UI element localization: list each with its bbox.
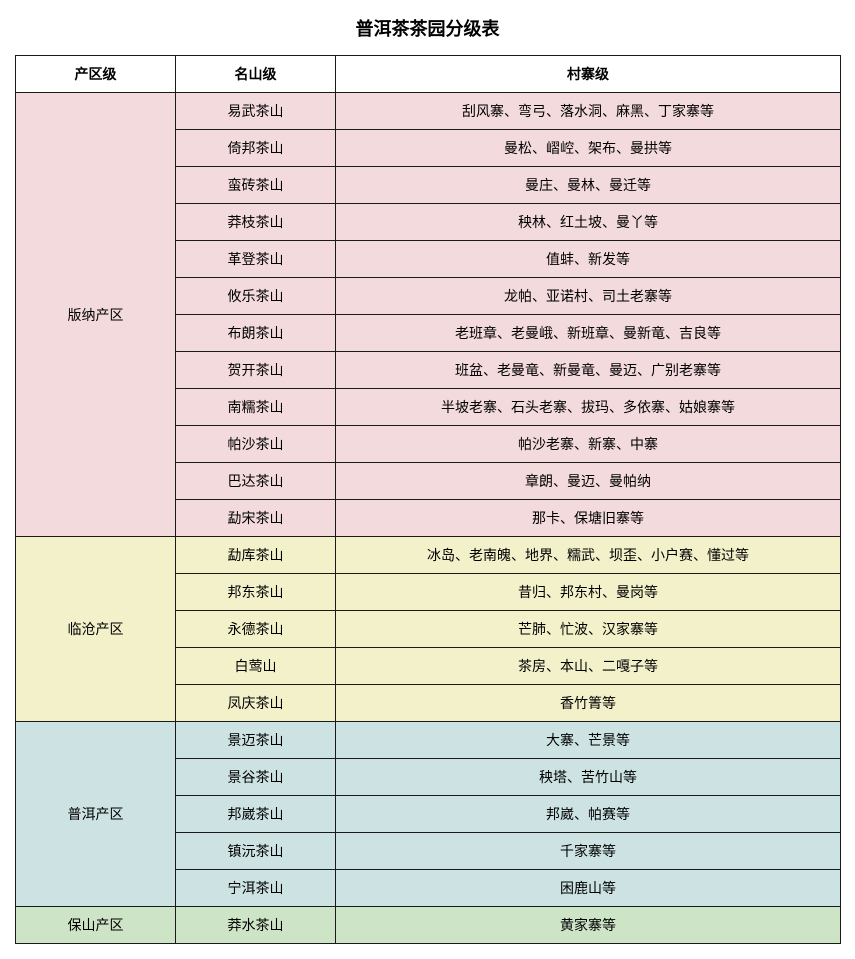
page-title: 普洱茶茶园分级表	[15, 15, 840, 41]
village-cell: 曼庄、曼林、曼迁等	[336, 167, 841, 204]
village-cell: 冰岛、老南魄、地界、糯武、坝歪、小户赛、懂过等	[336, 537, 841, 574]
village-cell: 老班章、老曼峨、新班章、曼新竜、吉良等	[336, 315, 841, 352]
mountain-cell: 革登茶山	[176, 241, 336, 278]
mountain-cell: 勐库茶山	[176, 537, 336, 574]
village-cell: 曼松、嶍崆、架布、曼拱等	[336, 130, 841, 167]
table-row: 版纳产区易武茶山刮风寨、弯弓、落水洞、麻黑、丁家寨等	[16, 93, 841, 130]
village-cell: 芒肺、忙波、汉家寨等	[336, 611, 841, 648]
village-cell: 邦崴、帕赛等	[336, 796, 841, 833]
mountain-cell: 凤庆茶山	[176, 685, 336, 722]
village-cell: 茶房、本山、二嘎子等	[336, 648, 841, 685]
mountain-cell: 镇沅茶山	[176, 833, 336, 870]
mountain-cell: 景迈茶山	[176, 722, 336, 759]
village-cell: 秧塔、苦竹山等	[336, 759, 841, 796]
village-cell: 香竹箐等	[336, 685, 841, 722]
village-cell: 值蚌、新发等	[336, 241, 841, 278]
mountain-cell: 南糯茶山	[176, 389, 336, 426]
village-cell: 章朗、曼迈、曼帕纳	[336, 463, 841, 500]
header-mountain: 名山级	[176, 56, 336, 93]
mountain-cell: 倚邦茶山	[176, 130, 336, 167]
header-village: 村寨级	[336, 56, 841, 93]
mountain-cell: 邦东茶山	[176, 574, 336, 611]
mountain-cell: 景谷茶山	[176, 759, 336, 796]
region-cell: 版纳产区	[16, 93, 176, 537]
mountain-cell: 莽水茶山	[176, 907, 336, 944]
mountain-cell: 蛮砖茶山	[176, 167, 336, 204]
village-cell: 龙帕、亚诺村、司土老寨等	[336, 278, 841, 315]
mountain-cell: 布朗茶山	[176, 315, 336, 352]
village-cell: 昔归、邦东村、曼岗等	[336, 574, 841, 611]
village-cell: 帕沙老寨、新寨、中寨	[336, 426, 841, 463]
village-cell: 班盆、老曼竜、新曼竜、曼迈、广别老寨等	[336, 352, 841, 389]
table-row: 普洱产区景迈茶山大寨、芒景等	[16, 722, 841, 759]
mountain-cell: 贺开茶山	[176, 352, 336, 389]
table-row: 保山产区莽水茶山黄家寨等	[16, 907, 841, 944]
village-cell: 困鹿山等	[336, 870, 841, 907]
village-cell: 大寨、芒景等	[336, 722, 841, 759]
village-cell: 黄家寨等	[336, 907, 841, 944]
mountain-cell: 邦崴茶山	[176, 796, 336, 833]
village-cell: 刮风寨、弯弓、落水洞、麻黑、丁家寨等	[336, 93, 841, 130]
mountain-cell: 宁洱茶山	[176, 870, 336, 907]
tea-grade-table: 产区级 名山级 村寨级 版纳产区易武茶山刮风寨、弯弓、落水洞、麻黑、丁家寨等倚邦…	[15, 55, 841, 944]
mountain-cell: 白莺山	[176, 648, 336, 685]
mountain-cell: 勐宋茶山	[176, 500, 336, 537]
region-cell: 普洱产区	[16, 722, 176, 907]
table-row: 临沧产区勐库茶山冰岛、老南魄、地界、糯武、坝歪、小户赛、懂过等	[16, 537, 841, 574]
village-cell: 那卡、保塘旧寨等	[336, 500, 841, 537]
region-cell: 保山产区	[16, 907, 176, 944]
header-row: 产区级 名山级 村寨级	[16, 56, 841, 93]
village-cell: 千家寨等	[336, 833, 841, 870]
header-region: 产区级	[16, 56, 176, 93]
region-cell: 临沧产区	[16, 537, 176, 722]
mountain-cell: 巴达茶山	[176, 463, 336, 500]
village-cell: 半坡老寨、石头老寨、拔玛、多依寨、姑娘寨等	[336, 389, 841, 426]
mountain-cell: 攸乐茶山	[176, 278, 336, 315]
village-cell: 秧林、红土坡、曼丫等	[336, 204, 841, 241]
mountain-cell: 易武茶山	[176, 93, 336, 130]
mountain-cell: 帕沙茶山	[176, 426, 336, 463]
mountain-cell: 莽枝茶山	[176, 204, 336, 241]
mountain-cell: 永德茶山	[176, 611, 336, 648]
